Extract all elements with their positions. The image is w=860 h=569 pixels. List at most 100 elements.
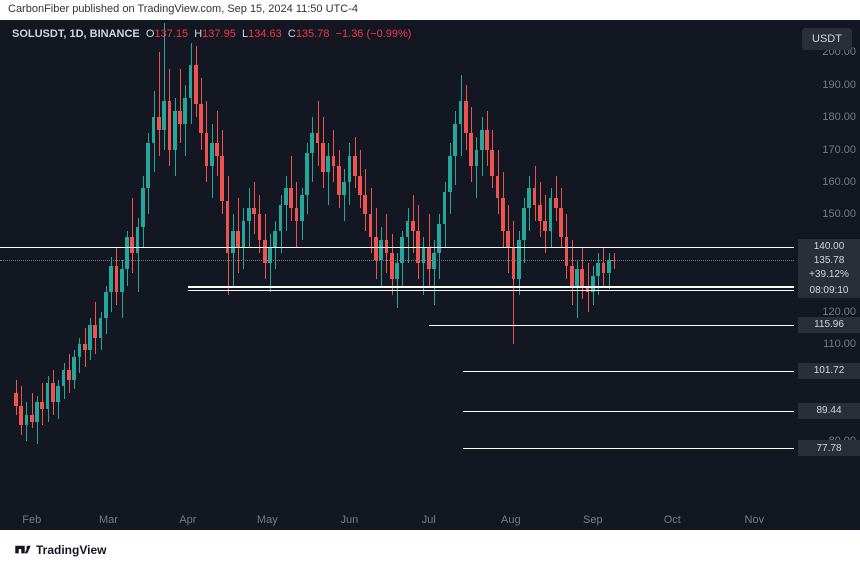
x-tick: Mar xyxy=(99,514,118,526)
x-tick: Sep xyxy=(583,514,603,526)
candle-body xyxy=(183,98,187,124)
candle-body xyxy=(506,231,510,247)
candle-body xyxy=(35,402,39,421)
candle-body xyxy=(543,221,547,231)
candle-body xyxy=(448,156,452,192)
y-tick: 160.00 xyxy=(822,176,856,188)
candle-body xyxy=(348,156,352,182)
candle-body xyxy=(490,150,494,176)
horizontal-line[interactable] xyxy=(463,371,794,372)
bar-countdown: 08:09:10 xyxy=(798,283,860,298)
candle-body xyxy=(83,344,87,350)
y-tick: 180.00 xyxy=(822,111,856,123)
x-tick: Aug xyxy=(501,514,521,526)
candle-body xyxy=(475,150,479,166)
candle-wick xyxy=(159,52,160,156)
candle-body xyxy=(316,133,320,143)
candle-body xyxy=(464,101,468,133)
x-tick: Feb xyxy=(22,514,41,526)
candle-body xyxy=(469,133,473,165)
candle-body xyxy=(332,156,336,166)
candle-body xyxy=(136,227,140,253)
horizontal-line[interactable] xyxy=(463,411,794,412)
candle-body xyxy=(226,201,230,253)
price-label: 77.78 xyxy=(798,440,860,456)
x-axis[interactable]: FebMarAprMayJunJulAugSepOctNov xyxy=(0,506,794,530)
horizontal-line[interactable] xyxy=(429,325,794,326)
candle-body xyxy=(242,221,246,247)
candle-wick xyxy=(476,137,477,199)
candle-body xyxy=(30,415,34,421)
candle-body xyxy=(580,269,584,285)
chart-container[interactable]: SOLUSDT, 1D, BINANCE O137.15 H137.95 L13… xyxy=(0,20,860,530)
candle-body xyxy=(321,143,325,172)
candle-body xyxy=(559,208,563,237)
candle-body xyxy=(210,143,214,166)
candle-body xyxy=(480,130,484,149)
candle-body xyxy=(512,247,516,279)
candle-body xyxy=(337,166,341,195)
quote-currency-badge[interactable]: USDT xyxy=(802,28,852,50)
candle-body xyxy=(231,231,235,254)
candle-body xyxy=(485,130,489,149)
candle-body xyxy=(141,188,145,227)
candle-body xyxy=(146,143,150,188)
candle-body xyxy=(104,292,108,318)
candle-body xyxy=(130,237,134,253)
candle-body xyxy=(168,101,172,150)
candle-body xyxy=(88,325,92,351)
candle-wick xyxy=(132,198,133,273)
horizontal-line[interactable] xyxy=(188,286,794,288)
candle-body xyxy=(72,357,76,380)
candle-wick xyxy=(328,143,329,205)
price-label: 89.44 xyxy=(798,403,860,419)
horizontal-line[interactable] xyxy=(0,247,794,248)
candle-body xyxy=(310,133,314,152)
candle-wick xyxy=(397,253,398,308)
candle-body xyxy=(538,205,542,221)
candle-body xyxy=(596,263,600,276)
symbol-label: SOLUSDT, 1D, BINANCE xyxy=(12,28,140,40)
horizontal-line[interactable] xyxy=(188,290,794,291)
candle-body xyxy=(427,247,431,270)
candle-body xyxy=(215,143,219,156)
candle-body xyxy=(549,198,553,230)
horizontal-line[interactable] xyxy=(463,448,794,449)
candle-body xyxy=(284,188,288,204)
y-tick: 150.00 xyxy=(822,208,856,220)
candle-body xyxy=(379,240,383,259)
candle-body xyxy=(173,111,177,150)
candle-body xyxy=(374,237,378,260)
candle-body xyxy=(99,318,103,337)
candle-body xyxy=(67,370,71,380)
y-tick: 190.00 xyxy=(822,79,856,91)
candle-body xyxy=(62,370,66,386)
candle-wick xyxy=(164,23,165,149)
candle-body xyxy=(533,188,537,204)
candle-body xyxy=(51,383,55,402)
candle-body xyxy=(395,263,399,279)
candle-body xyxy=(14,393,18,406)
candle-body xyxy=(273,231,277,247)
candle-body xyxy=(120,269,124,292)
candle-body xyxy=(115,266,119,292)
price-chart[interactable] xyxy=(0,20,794,506)
candle-body xyxy=(109,266,113,292)
candle-wick xyxy=(270,234,271,292)
candle-body xyxy=(295,208,299,221)
candle-body xyxy=(570,266,574,285)
x-tick: Jun xyxy=(340,514,358,526)
tradingview-logo: TradingView xyxy=(0,530,860,569)
candle-body xyxy=(40,402,44,408)
candle-body xyxy=(554,198,558,208)
candle-body xyxy=(522,208,526,240)
candle-body xyxy=(607,260,611,273)
candle-body xyxy=(406,221,410,237)
candle-body xyxy=(305,153,309,195)
candle-body xyxy=(390,253,394,279)
candle-body xyxy=(236,231,240,247)
candle-body xyxy=(199,104,203,133)
y-axis[interactable]: 80.0090.00100.00110.00120.00130.00140.00… xyxy=(794,20,860,506)
candle-body xyxy=(125,237,129,269)
candle-wick xyxy=(180,69,181,144)
